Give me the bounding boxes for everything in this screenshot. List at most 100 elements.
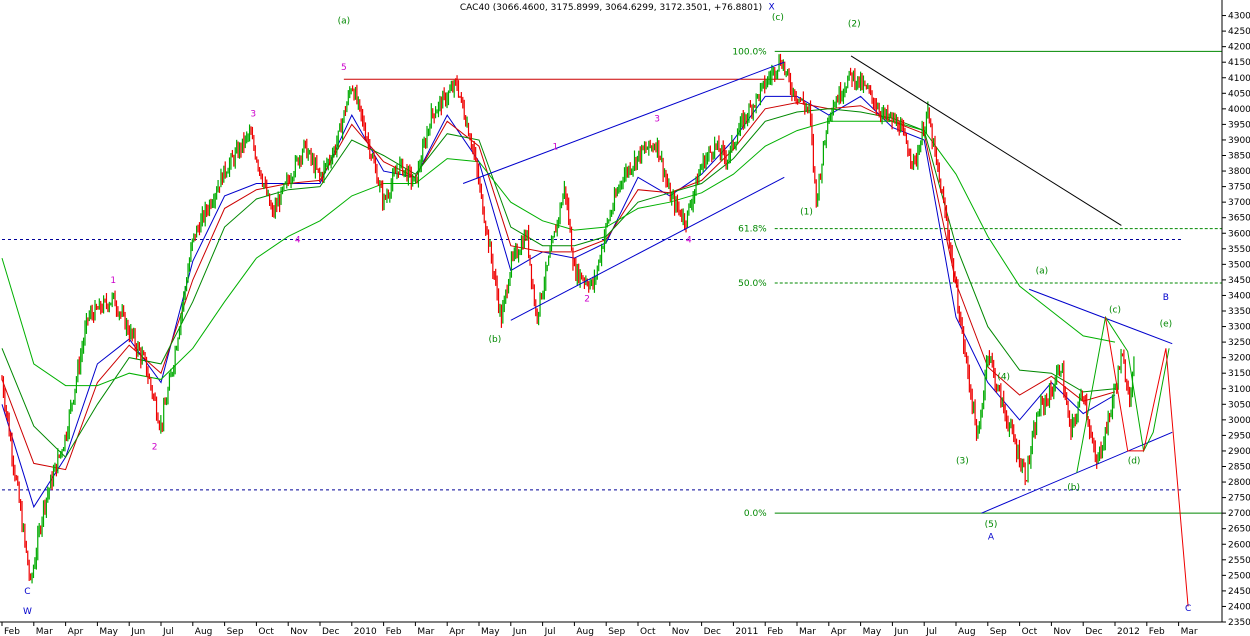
y-tick-label: 2650	[1228, 525, 1250, 535]
fib-level-label: 50.0%	[738, 279, 767, 289]
wave-label: 3	[654, 114, 660, 124]
x-tick-label: Nov	[672, 627, 690, 636]
wave-label: C	[24, 587, 30, 597]
x-tick-label: 2010	[354, 627, 377, 636]
x-tick-label: Nov	[1053, 627, 1071, 636]
x-tick-label: Dec	[322, 627, 339, 636]
channel-upper-line	[462, 61, 785, 184]
x-tick-label: Mar	[799, 627, 816, 636]
x-tick-label: Feb	[4, 627, 20, 636]
x-tick-label: 2012	[1117, 627, 1140, 636]
wave-label: 5	[341, 63, 347, 73]
projection-red-line	[1105, 317, 1189, 607]
x-tick-label: Mar	[36, 627, 53, 636]
y-tick-label: 3950	[1228, 120, 1250, 130]
projection-lines	[1076, 315, 1189, 607]
y-tick-label: 4050	[1228, 89, 1250, 99]
x-tick-label: May	[99, 627, 118, 636]
ma-red-line	[1, 102, 1116, 471]
y-tick-label: 4250	[1228, 27, 1250, 37]
x-tick-label: Mar	[1181, 627, 1198, 636]
x-tick-label: Apr	[449, 627, 465, 636]
x-tick-label: Feb	[1149, 627, 1165, 636]
x-tick-label: May	[481, 627, 500, 636]
x-tick-label: 2011	[735, 627, 758, 636]
y-tick-label: 4150	[1228, 58, 1250, 68]
triangle-upper-line	[1028, 288, 1173, 345]
x-tick-label: Feb	[386, 627, 402, 636]
y-tick-label: 3500	[1228, 260, 1250, 270]
axis-layer: 2350 2400 2450 2500 2550 2600 2650 2700 2750 2800…	[1, 12, 1250, 636]
fib-level-label: 61.8%	[738, 225, 767, 235]
wave-label: (4)	[997, 372, 1010, 382]
wave-label: (d)	[1128, 456, 1141, 466]
wave-label: 1	[552, 142, 558, 152]
x-tick-label: Jun	[893, 627, 908, 636]
x-tick-label: Aug	[576, 627, 594, 636]
x-tick-label: Oct	[640, 627, 656, 636]
y-tick-label: 4100	[1228, 74, 1250, 84]
x-tick-label: Aug	[195, 627, 213, 636]
y-tick-label: 3450	[1228, 276, 1250, 286]
wave-label: 3	[250, 110, 256, 120]
wave-label: A	[988, 533, 995, 543]
y-tick-label: 2450	[1228, 587, 1250, 597]
wave-label: C	[1185, 604, 1191, 614]
wave-label: (c)	[1109, 306, 1121, 316]
ma-green-a-line	[1, 108, 1116, 458]
y-tick-label: 3250	[1228, 338, 1250, 348]
y-tick-label: 3550	[1228, 245, 1250, 255]
wave-label: 1	[110, 276, 116, 286]
y-tick-label: 4000	[1228, 105, 1250, 115]
fib-level-label: 0.0%	[744, 509, 767, 519]
y-tick-label: 3800	[1228, 167, 1250, 177]
wave-label: X	[768, 2, 774, 12]
y-tick-label: 3850	[1228, 152, 1250, 162]
wave-label: (c)	[772, 13, 784, 23]
x-tick-label: Jul	[162, 627, 174, 636]
x-tick-label: Dec	[1085, 627, 1102, 636]
y-tick-label: 4300	[1228, 12, 1250, 22]
x-tick-label: Sep	[608, 627, 625, 636]
x-tick-label: Aug	[958, 627, 976, 636]
wave-label: (5)	[985, 520, 998, 530]
fib-level-label: 100.0%	[732, 47, 767, 57]
y-tick-label: 4200	[1228, 43, 1250, 53]
wave-label: 2	[584, 295, 590, 305]
y-tick-label: 3100	[1228, 385, 1250, 395]
wave-label: (a)	[1036, 267, 1049, 277]
y-tick-label: 2700	[1228, 509, 1250, 519]
price-bars	[1, 53, 1135, 584]
y-tick-label: 3150	[1228, 369, 1250, 379]
x-tick-label: Apr	[831, 627, 847, 636]
wave-label: 4	[295, 236, 301, 246]
x-tick-label: Sep	[990, 627, 1007, 636]
wave-label: (1)	[800, 208, 813, 218]
x-tick-label: Feb	[767, 627, 783, 636]
x-tick-label: Oct	[1022, 627, 1038, 636]
y-tick-label: 2400	[1228, 602, 1250, 612]
x-tick-label: Nov	[290, 627, 308, 636]
wave-label: (3)	[956, 456, 969, 466]
y-tick-label: 3750	[1228, 183, 1250, 193]
y-tick-label: 3650	[1228, 214, 1250, 224]
y-tick-label: 3350	[1228, 307, 1250, 317]
y-tick-label: 3000	[1228, 416, 1250, 426]
x-tick-label: Oct	[258, 627, 274, 636]
y-tick-label: 3600	[1228, 229, 1250, 239]
channel-lower-line	[510, 176, 785, 321]
y-tick-label: 3400	[1228, 291, 1250, 301]
wave-label: B	[1163, 293, 1169, 303]
wave-label: (e)	[1160, 320, 1173, 330]
wave-label: (b)	[1067, 483, 1080, 493]
x-tick-label: Sep	[227, 627, 244, 636]
x-tick-label: Jul	[925, 627, 937, 636]
wave-label: (b)	[489, 335, 502, 345]
x-tick-label: Jun	[512, 627, 527, 636]
y-tick-label: 3900	[1228, 136, 1250, 146]
resistance-black-line	[850, 55, 1122, 226]
y-tick-label: 3300	[1228, 323, 1250, 333]
y-tick-label: 2850	[1228, 463, 1250, 473]
y-tick-label: 2550	[1228, 556, 1250, 566]
